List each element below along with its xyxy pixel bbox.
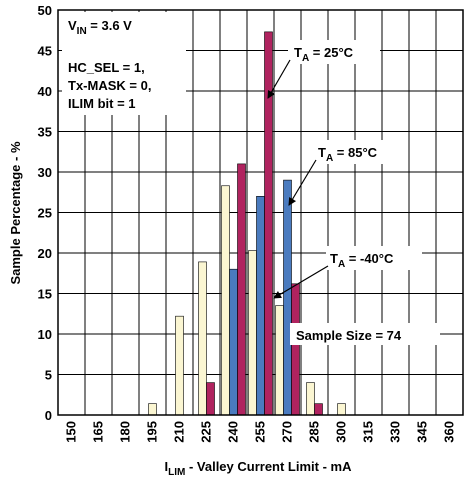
x-tick-label: 165 [91,421,106,443]
bar-ta25 [314,403,323,416]
x-tick-label: 330 [388,421,403,443]
y-tick-label: 10 [38,327,52,342]
y-tick-label: 40 [38,84,52,99]
svg-text:Sample Size = 74: Sample Size = 74 [296,328,402,343]
x-tick-label: 150 [64,421,79,443]
arrow-ta-minus40 [273,265,329,299]
x-tick-labels: 150 165 180 195 210 225 240 255 270 285 300 315 330 3… [64,421,457,443]
y-tick-label: 15 [38,287,52,302]
bar-ta25 [206,382,215,416]
y-tick-label: 45 [38,44,52,59]
bar-ta-minus40 [221,185,230,416]
bar-ta25 [264,31,273,416]
plot-frame [57,9,464,416]
condition-line-2: Tx-MASK = 0, [68,78,151,93]
label-ta-minus40: TA = -40°C [326,246,422,270]
bar-ta-minus40 [248,250,257,416]
bar-ta-minus40 [198,261,207,416]
bar-ta-minus40 [148,403,157,416]
x-tick-label: 225 [199,421,214,443]
y-tick-label: 25 [38,206,52,221]
x-tick-label: 345 [415,421,430,443]
x-tick-label: 315 [361,421,376,443]
bar-ta85 [229,268,238,416]
x-tick-label: 240 [226,421,241,443]
x-tick-label: 300 [334,421,349,443]
vin-annotation: VIN = 3.6 V [68,18,132,37]
y-tick-label: 0 [45,408,52,423]
svg-text:TA = -40°C: TA = -40°C [330,251,394,270]
bar-ta85 [283,179,292,416]
label-sample-size: Sample Size = 74 [290,323,440,345]
x-tick-label: 210 [172,421,187,443]
bar-ta25 [291,283,300,416]
annotation-box: VIN = 3.6 V HC_SEL = 1, Tx-MASK = 0, ILI… [62,12,186,115]
y-tick-label: 5 [45,368,52,383]
x-tick-label: 360 [442,421,457,443]
x-tick-label: 255 [253,421,268,443]
y-axis-title: Sample Percentage - % [8,141,23,284]
y-tick-label: 35 [38,125,52,140]
bar-ta-minus40 [275,305,284,416]
x-tick-label: 180 [118,421,133,443]
arrow-ta85 [288,159,317,206]
condition-line-1: HC_SEL = 1, [68,60,145,75]
label-ta25: TA = 25°C [288,40,380,64]
y-tick-label: 30 [38,165,52,180]
y-tick-labels: 0 5 10 15 20 25 30 35 40 45 50 [38,3,52,423]
svg-text:TA = 85°C: TA = 85°C [318,145,378,164]
bar-ta25 [237,163,246,416]
bar-ta85 [256,196,265,416]
x-tick-label: 270 [280,421,295,443]
bar-ta-minus40 [306,382,315,416]
x-tick-label: 285 [307,421,322,443]
y-tick-label: 20 [38,246,52,261]
x-tick-label: 195 [145,421,160,443]
condition-line-3: ILIM bit = 1 [68,96,136,111]
bar-ta-minus40 [175,315,184,416]
y-tick-label: 50 [38,3,52,18]
x-axis-title: ILIM - Valley Current Limit - mA [165,459,353,477]
svg-text:TA = 25°C: TA = 25°C [294,45,354,64]
arrow-ta25 [267,59,291,99]
bar-ta-minus40 [337,403,346,416]
label-ta85: TA = 85°C [312,140,404,164]
